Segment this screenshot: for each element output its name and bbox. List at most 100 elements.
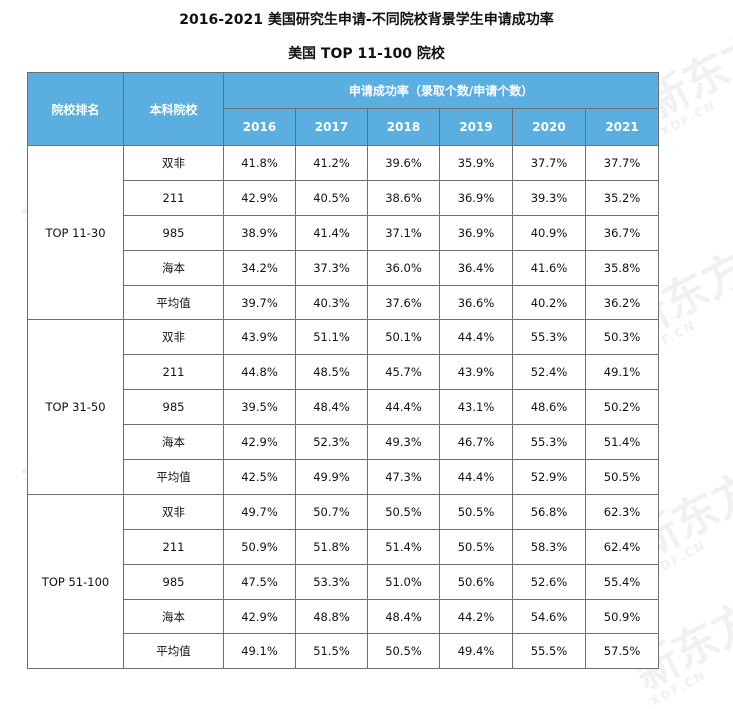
rate-cell: 55.4%	[584, 563, 660, 600]
rate-cell: 51.5%	[295, 633, 368, 670]
rate-cell: 35.8%	[584, 249, 660, 286]
header-year-2017: 2017	[295, 108, 368, 146]
rate-cell: 37.1%	[367, 214, 440, 251]
school-type-label: 平均值	[123, 633, 224, 670]
rate-cell: 62.4%	[584, 528, 660, 565]
rate-cell: 51.4%	[367, 528, 440, 565]
success-rate-table: 院校排名 本科院校 申请成功率（录取个数/申请个数） 2016 2017 2018 2…	[27, 72, 660, 670]
watermark-subtext: XDF.CN	[648, 667, 709, 709]
rate-cell: 36.4%	[439, 249, 513, 286]
watermark-subtext: XDF.CN	[658, 97, 719, 139]
rate-cell: 44.4%	[439, 459, 513, 495]
rate-cell: 50.6%	[439, 563, 513, 600]
rate-cell: 41.4%	[295, 214, 368, 251]
rate-cell: 36.7%	[584, 214, 660, 251]
school-type-label: 双非	[123, 319, 224, 356]
watermark-subtext: XDF.CN	[648, 537, 709, 579]
rate-cell: 45.7%	[367, 354, 440, 391]
school-type-label: 985	[123, 563, 224, 600]
rate-cell: 49.1%	[223, 633, 296, 670]
school-type-label: 海本	[123, 249, 224, 286]
school-type-label: 平均值	[123, 459, 224, 495]
rate-cell: 40.5%	[295, 179, 368, 216]
rate-cell: 44.4%	[367, 389, 440, 426]
rate-cell: 55.3%	[512, 424, 586, 461]
table-row: 211 50.9% 51.8% 51.4% 50.5% 58.3% 62.4%	[28, 528, 660, 565]
rate-cell: 40.9%	[512, 214, 586, 251]
table-row: 985 38.9% 41.4% 37.1% 36.9% 40.9% 36.7%	[28, 214, 660, 251]
rate-cell: 43.9%	[223, 319, 296, 356]
header-year-2016: 2016	[223, 108, 296, 146]
table-row: 平均值 49.1% 51.5% 50.5% 49.4% 55.5% 57.5%	[28, 633, 660, 670]
rate-cell: 41.6%	[512, 249, 586, 286]
rate-cell: 35.9%	[439, 145, 513, 181]
table-row: 985 47.5% 53.3% 51.0% 50.6% 52.6% 55.4%	[28, 563, 660, 600]
rate-cell: 40.3%	[295, 284, 368, 321]
rate-cell: 38.9%	[223, 214, 296, 251]
rate-cell: 49.7%	[223, 493, 296, 530]
rate-cell: 36.0%	[367, 249, 440, 286]
rate-cell: 49.1%	[584, 354, 660, 391]
group-label: TOP 31-50	[27, 319, 124, 495]
rate-cell: 37.3%	[295, 249, 368, 286]
table-row: 海本 42.9% 52.3% 49.3% 46.7% 55.3% 51.4%	[28, 424, 660, 461]
rate-cell: 55.3%	[512, 319, 586, 356]
rate-cell: 44.8%	[223, 354, 296, 391]
rate-cell: 36.6%	[439, 284, 513, 321]
rate-cell: 50.1%	[367, 319, 440, 356]
rate-cell: 50.2%	[584, 389, 660, 426]
group-label: TOP 51-100	[27, 493, 124, 670]
table-row: 平均值 42.5% 49.9% 47.3% 44.4% 52.9% 50.5%	[28, 459, 660, 495]
rate-cell: 39.3%	[512, 179, 586, 216]
rate-cell: 50.9%	[584, 598, 660, 635]
table-row: 海本 42.9% 48.8% 48.4% 44.2% 54.6% 50.9%	[28, 598, 660, 635]
table-row: 海本 34.2% 37.3% 36.0% 36.4% 41.6% 35.8%	[28, 249, 660, 286]
rate-cell: 48.4%	[367, 598, 440, 635]
rate-cell: 47.5%	[223, 563, 296, 600]
rate-cell: 38.6%	[367, 179, 440, 216]
rate-cell: 39.5%	[223, 389, 296, 426]
header-school: 本科院校	[123, 72, 224, 146]
table-row: 211 44.8% 48.5% 45.7% 43.9% 52.4% 49.1%	[28, 354, 660, 391]
rate-cell: 48.6%	[512, 389, 586, 426]
rate-cell: 49.4%	[439, 633, 513, 670]
header-rate-group: 申请成功率（录取个数/申请个数）	[222, 72, 660, 109]
rate-cell: 50.7%	[295, 493, 368, 530]
rate-cell: 43.1%	[439, 389, 513, 426]
header-year-2021: 2021	[584, 108, 660, 146]
rate-cell: 50.5%	[439, 493, 513, 530]
rate-cell: 51.4%	[584, 424, 660, 461]
header-year-2018: 2018	[367, 108, 440, 146]
rate-cell: 49.9%	[295, 459, 368, 495]
school-type-label: 211	[123, 528, 224, 565]
rate-cell: 41.2%	[295, 145, 368, 181]
table-row: 平均值 39.7% 40.3% 37.6% 36.6% 40.2% 36.2%	[28, 284, 660, 321]
rate-cell: 57.5%	[584, 633, 660, 670]
group-label: TOP 11-30	[27, 144, 124, 321]
rate-cell: 37.7%	[584, 145, 660, 181]
rate-cell: 48.8%	[295, 598, 368, 635]
school-type-label: 平均值	[123, 284, 224, 321]
rate-cell: 36.2%	[584, 284, 660, 321]
rate-cell: 58.3%	[512, 528, 586, 565]
school-type-label: 211	[123, 179, 224, 216]
rate-cell: 46.7%	[439, 424, 513, 461]
rate-cell: 39.7%	[223, 284, 296, 321]
rate-cell: 52.4%	[512, 354, 586, 391]
rate-cell: 49.3%	[367, 424, 440, 461]
rate-cell: 35.2%	[584, 179, 660, 216]
rate-cell: 56.8%	[512, 493, 586, 530]
rate-cell: 37.6%	[367, 284, 440, 321]
rate-cell: 53.3%	[295, 563, 368, 600]
rate-cell: 44.2%	[439, 598, 513, 635]
school-type-label: 211	[123, 354, 224, 391]
rate-cell: 42.9%	[223, 424, 296, 461]
rate-cell: 51.1%	[295, 319, 368, 356]
rate-cell: 54.6%	[512, 598, 586, 635]
table-row: TOP 11-30 双非 41.8% 41.2% 39.6% 35.9% 37.7% 37.7…	[27, 144, 660, 321]
page-subtitle: 美国 TOP 11-100 院校	[288, 46, 445, 62]
rate-cell: 50.9%	[223, 528, 296, 565]
table-row: TOP 31-50 双非 43.9% 51.1% 50.1% 44.4% 55.3% 50.3…	[27, 319, 660, 495]
rate-cell: 48.5%	[295, 354, 368, 391]
rate-cell: 50.5%	[439, 528, 513, 565]
